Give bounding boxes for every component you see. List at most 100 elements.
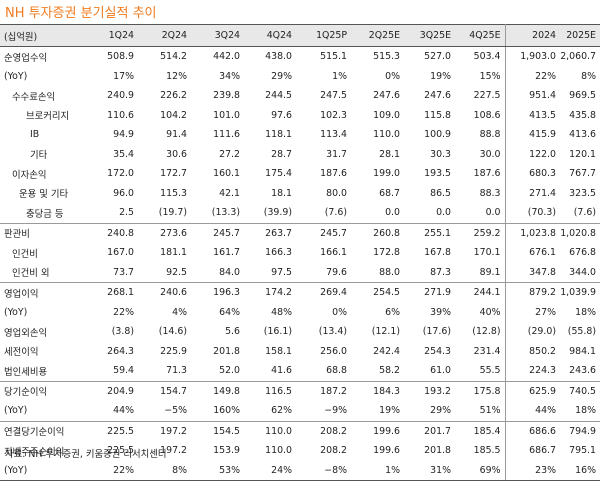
row-label: 인건비 (12, 248, 38, 260)
table-cell: 8% (138, 460, 191, 481)
table-cell: 271.4 (529, 187, 556, 199)
table-cell: 2,060.7 (560, 51, 596, 63)
table-cell: 40% (455, 302, 506, 322)
table-cell: 24% (244, 460, 296, 481)
table-row: 판관비 240.8 273.6 245.7 263.7 245.7 260.8 255.1 25… (0, 222, 600, 243)
table-cell: 625.9 (505, 380, 560, 401)
table-cell: 87.3 (430, 266, 451, 278)
table-row: 법인세비용 59.4 71.3 52.0 41.6 68.8 58.2 61.0 55.5 224… (0, 361, 600, 381)
table-cell: 160% (213, 405, 240, 417)
table-cell: 208.2 (320, 445, 347, 457)
table-row: 수수료손익 240.9 226.2 239.8 244.5 247.5 247.6 247.6… (0, 86, 600, 106)
row-label: 순영업수익 (4, 52, 48, 64)
table-cell: 110.0 (265, 445, 292, 457)
table-cell: 1% (332, 70, 347, 82)
table-cell: 53% (191, 460, 244, 481)
table-cell: 269.4 (296, 282, 351, 303)
table-cell: 231.4 (455, 341, 506, 361)
header-cell-2024: 2024 (505, 24, 560, 47)
row-label: 판관비 (0, 222, 86, 243)
table-cell: (70.3) (527, 207, 556, 219)
table-cell: 44% (535, 405, 556, 417)
row-label: 수수료손익 (12, 91, 56, 103)
table-cell: 161.7 (213, 247, 240, 259)
table-cell: 86.5 (430, 187, 451, 199)
table-cell: 514.2 (160, 51, 187, 63)
table-cell: 197.2 (160, 445, 187, 457)
table-cell: 438.0 (265, 51, 292, 63)
table-cell: 167.0 (107, 247, 134, 259)
table-cell: 767.7 (569, 168, 596, 180)
table-cell: 97.6 (271, 109, 292, 121)
table-cell: 52.0 (219, 365, 240, 377)
table-cell: 0% (332, 306, 347, 318)
table-cell: 88.0 (379, 266, 400, 278)
table-cell: 794.9 (560, 420, 600, 441)
table-cell: 28.7 (271, 148, 292, 160)
row-label: (YoY) (4, 405, 28, 417)
table-body: 순영업수익 508.9 514.2 442.0 438.0 515.1 515.3 527.0… (0, 46, 600, 481)
table-cell: 208.2 (296, 420, 351, 441)
row-label: 영업이익 (0, 282, 86, 303)
table-cell: 1,023.8 (505, 222, 560, 243)
table-cell: 795.1 (569, 445, 596, 457)
table-cell: 158.1 (265, 345, 292, 357)
table-cell: 30.6 (166, 148, 187, 160)
header-cell-3q24: 3Q24 (191, 24, 244, 47)
table-cell: 22% (535, 70, 556, 82)
table-cell: 199.0 (373, 168, 400, 180)
table-cell: 101.0 (213, 109, 240, 121)
table-cell: 68.8 (326, 365, 347, 377)
table-cell: (29.0) (527, 326, 556, 338)
table-cell: 172.7 (160, 168, 187, 180)
table-cell: 110.0 (373, 129, 400, 141)
table-cell: 969.5 (569, 90, 596, 102)
table-cell: 680.3 (529, 168, 556, 180)
table-cell: 508.9 (107, 51, 134, 63)
table-cell: 199.6 (351, 420, 404, 441)
table-cell: (12.1) (371, 326, 400, 338)
table-cell: 187.6 (455, 164, 506, 184)
table-row: 인건비 외 73.7 92.5 84.0 97.5 79.6 88.0 87.3 89.1 347… (0, 262, 600, 283)
table-cell: 260.8 (351, 222, 404, 243)
table-cell: 239.8 (213, 90, 240, 102)
table-cell: 29% (271, 70, 292, 82)
table-cell: 108.6 (455, 105, 506, 125)
table-cell: 204.9 (86, 380, 138, 401)
table-cell: 686.6 (505, 420, 560, 441)
table-cell: 100.9 (424, 129, 451, 141)
table-cell: 19% (430, 70, 451, 82)
table-cell: 55.5 (455, 361, 506, 381)
table-cell: 96.0 (113, 187, 134, 199)
table-row: 연결당기순이익 225.5 197.2 154.5 110.0 208.2 199.6 201… (0, 420, 600, 441)
table-cell: 515.3 (373, 51, 400, 63)
table-cell: 201.8 (213, 345, 240, 357)
table-cell: −8% (296, 460, 351, 481)
table-row: (YoY) 17% 12% 34% 29% 1% 0% 19% 15% 22% 8% (0, 66, 600, 86)
table-cell: 59.4 (113, 365, 134, 377)
table-cell: 225.5 (86, 420, 138, 441)
table-cell: 1,020.8 (560, 222, 600, 243)
table-cell: 224.3 (529, 365, 556, 377)
table-row: (YoY) 22% 4% 64% 48% 0% 6% 39% 40% 27% 18% (0, 302, 600, 322)
table-cell: 527.0 (424, 51, 451, 63)
table-cell: 242.4 (373, 345, 400, 357)
table-cell: (55.8) (567, 326, 596, 338)
table-cell: 31% (404, 460, 455, 481)
table-cell: (17.6) (422, 326, 451, 338)
table-cell: 1% (351, 460, 404, 481)
table-row: 운용 및 기타 96.0 115.3 42.1 18.1 80.0 68.7 86.5 88.3… (0, 183, 600, 203)
row-label: 연결당기순이익 (0, 420, 86, 441)
table-cell: 0.0 (436, 207, 451, 219)
table-cell: 268.1 (86, 282, 138, 303)
table-cell: 273.6 (138, 222, 191, 243)
table-cell: 247.6 (424, 90, 451, 102)
table-cell: 951.4 (529, 90, 556, 102)
table-cell: 1,903.0 (520, 51, 556, 63)
table-cell: 120.1 (569, 148, 596, 160)
table-cell: 740.5 (560, 380, 600, 401)
table-cell: 62% (271, 405, 292, 417)
table-row: 순영업수익 508.9 514.2 442.0 438.0 515.1 515.3 527.0… (0, 46, 600, 67)
table-cell: 172.0 (107, 168, 134, 180)
table-cell: 515.1 (320, 51, 347, 63)
